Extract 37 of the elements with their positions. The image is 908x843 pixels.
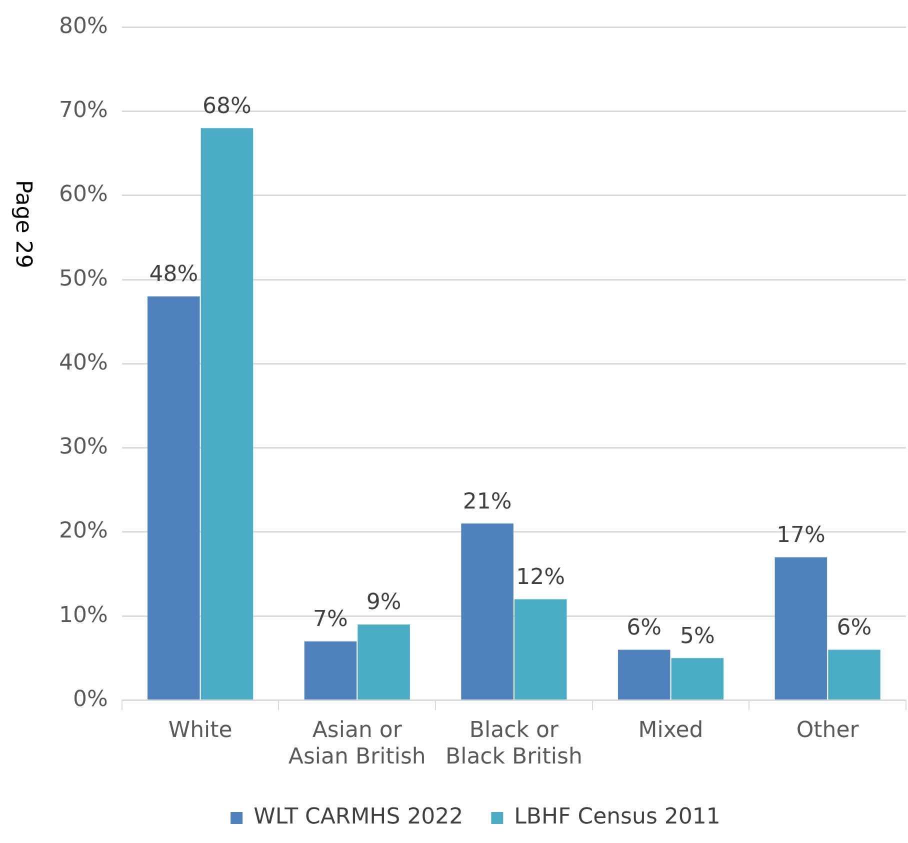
data-label: 68% bbox=[202, 94, 252, 119]
y-tick-label: 50% bbox=[58, 266, 108, 292]
y-tick-label: 70% bbox=[58, 98, 108, 124]
x-tick-label: Asian or Asian British bbox=[288, 718, 426, 770]
bar bbox=[304, 641, 357, 700]
text: Page 29 bbox=[10, 180, 36, 268]
bar bbox=[618, 650, 670, 700]
legend-label: LBHF Census 2011 bbox=[514, 804, 720, 830]
data-label: 12% bbox=[516, 564, 566, 590]
data-label: 6% bbox=[626, 615, 662, 640]
x-tick-label: Mixed bbox=[638, 718, 704, 744]
y-tick-label: 0% bbox=[72, 686, 108, 712]
data-label: 21% bbox=[462, 489, 512, 514]
bar bbox=[358, 624, 410, 700]
bar bbox=[461, 524, 514, 700]
data-label: 9% bbox=[366, 590, 402, 616]
y-tick-label: 80% bbox=[58, 14, 108, 39]
x-tick-label: Black or Black British bbox=[445, 718, 582, 770]
x-tick-label: Other bbox=[796, 718, 860, 744]
bar bbox=[148, 296, 200, 700]
data-label: 17% bbox=[776, 522, 826, 548]
data-label: 7% bbox=[313, 607, 348, 632]
bar bbox=[200, 128, 254, 700]
y-tick-label: 10% bbox=[58, 602, 108, 628]
y-tick-label: 30% bbox=[58, 434, 108, 460]
bar bbox=[671, 658, 724, 700]
bar bbox=[514, 599, 567, 700]
y-tick-label: 60% bbox=[58, 182, 108, 208]
y-tick-label: 20% bbox=[58, 518, 108, 544]
legend-label: WLT CARMHS 2022 bbox=[254, 804, 464, 830]
data-label: 6% bbox=[836, 615, 872, 640]
bar bbox=[774, 557, 828, 700]
data-label: 48% bbox=[149, 262, 198, 288]
x-tick-label: White bbox=[168, 718, 232, 744]
y-tick-label: 40% bbox=[58, 350, 108, 376]
bar bbox=[828, 650, 880, 700]
data-label: 5% bbox=[680, 624, 715, 649]
